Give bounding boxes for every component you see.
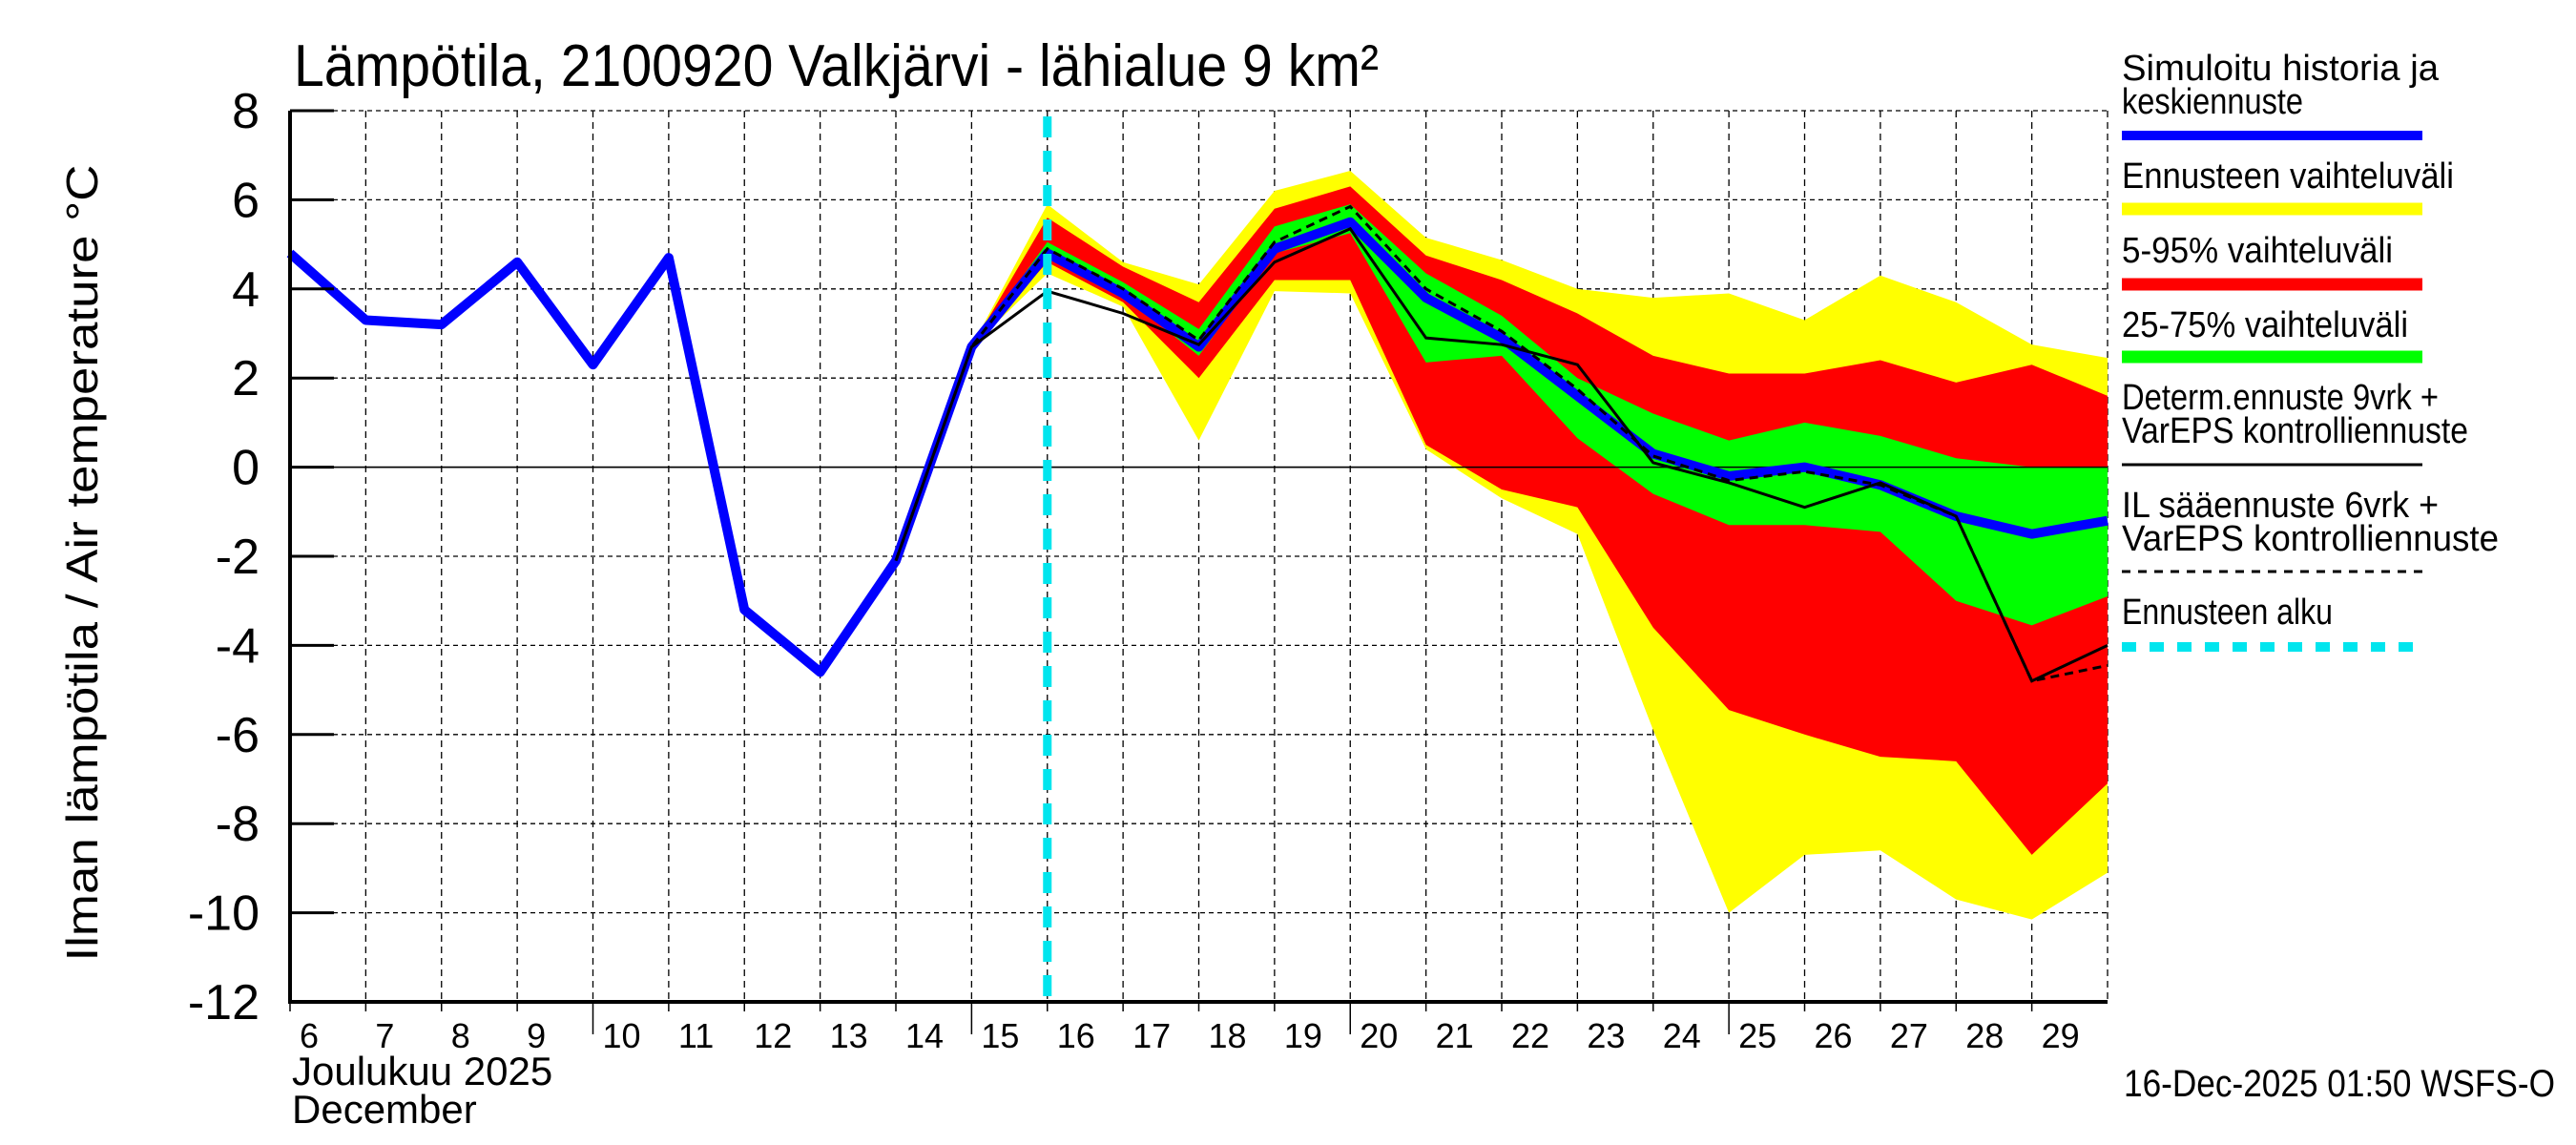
x-axis-month-label-en: December (292, 1087, 477, 1132)
x-tick-label: 14 (905, 1016, 944, 1055)
x-tick-label: 22 (1511, 1016, 1549, 1055)
y-tick-label: 4 (232, 262, 260, 318)
y-axis-label: Ilman lämpötila / Air temperature °C (57, 165, 107, 962)
x-tick-label: 9 (527, 1016, 546, 1055)
x-tick-label: 6 (300, 1016, 319, 1055)
legend-label-determ: VarEPS kontrolliennuste (2122, 411, 2468, 451)
legend-label-determ: Determ.ennuste 9vrk + (2122, 378, 2439, 418)
legend-label-il: IL sääennuste 6vrk + (2122, 486, 2439, 526)
series-lines (286, 116, 2109, 1002)
band-25-75 (971, 204, 2108, 626)
x-tick-label: 12 (754, 1016, 792, 1055)
legend-label-full-range: Ennusteen vaihteluväli (2122, 156, 2454, 197)
x-tick-label: 15 (981, 1016, 1019, 1055)
x-tick-label: 21 (1436, 1016, 1474, 1055)
legend-label-history: keskiennuste (2122, 82, 2303, 122)
x-tick-label: 27 (1890, 1016, 1928, 1055)
x-tick-label: 19 (1284, 1016, 1322, 1055)
x-tick-label: 16 (1057, 1016, 1095, 1055)
history-line (286, 217, 2109, 677)
y-tick-label: 0 (232, 441, 260, 496)
x-tick-label: 18 (1209, 1016, 1247, 1055)
legend-label-forecast-start: Ennusteen alku (2122, 593, 2333, 633)
x-tick-label: 7 (375, 1016, 394, 1055)
y-tick-label: 8 (232, 84, 260, 139)
y-tick-label: -10 (188, 886, 260, 942)
x-tick-label: 20 (1360, 1016, 1398, 1055)
y-tick-label: -2 (216, 530, 260, 585)
determ-forecast-line (894, 226, 2109, 683)
x-tick-label: 17 (1132, 1016, 1171, 1055)
x-tick-label: 23 (1587, 1016, 1625, 1055)
x-tick-label: 28 (1965, 1016, 2004, 1055)
x-tick-label: 8 (451, 1016, 470, 1055)
chart-title: Lämpötila, 2100920 Valkjärvi - lähialue … (294, 33, 1379, 99)
x-tick-label: 10 (603, 1016, 641, 1055)
legend-label-p5-95: 5-95% vaihteluväli (2122, 231, 2393, 271)
x-tick-label: 13 (830, 1016, 868, 1055)
legend-label-il: VarEPS kontrolliennuste (2122, 519, 2499, 559)
x-tick-label: 29 (2042, 1016, 2080, 1055)
x-tick-label: 24 (1663, 1016, 1701, 1055)
x-tick-label: 26 (1815, 1016, 1853, 1055)
x-tick-label: 11 (678, 1016, 714, 1055)
y-tick-label: -4 (216, 618, 260, 674)
band-5-95 (971, 186, 2108, 855)
y-tick-label: -8 (216, 797, 260, 852)
legend-label-history: Simuloitu historia ja (2122, 49, 2440, 89)
legend-label-p25-75: 25-75% vaihteluväli (2122, 305, 2408, 345)
footer-timestamp: 16-Dec-2025 01:50 WSFS-O (2124, 1063, 2555, 1105)
y-tick-label: -6 (216, 708, 260, 763)
x-axis-month-label: Joulukuu 2025 (292, 1049, 552, 1093)
x-tick-label: 25 (1738, 1016, 1776, 1055)
y-tick-label: 2 (232, 351, 260, 406)
y-tick-label: -12 (188, 975, 260, 1030)
y-tick-label: 6 (232, 173, 260, 228)
